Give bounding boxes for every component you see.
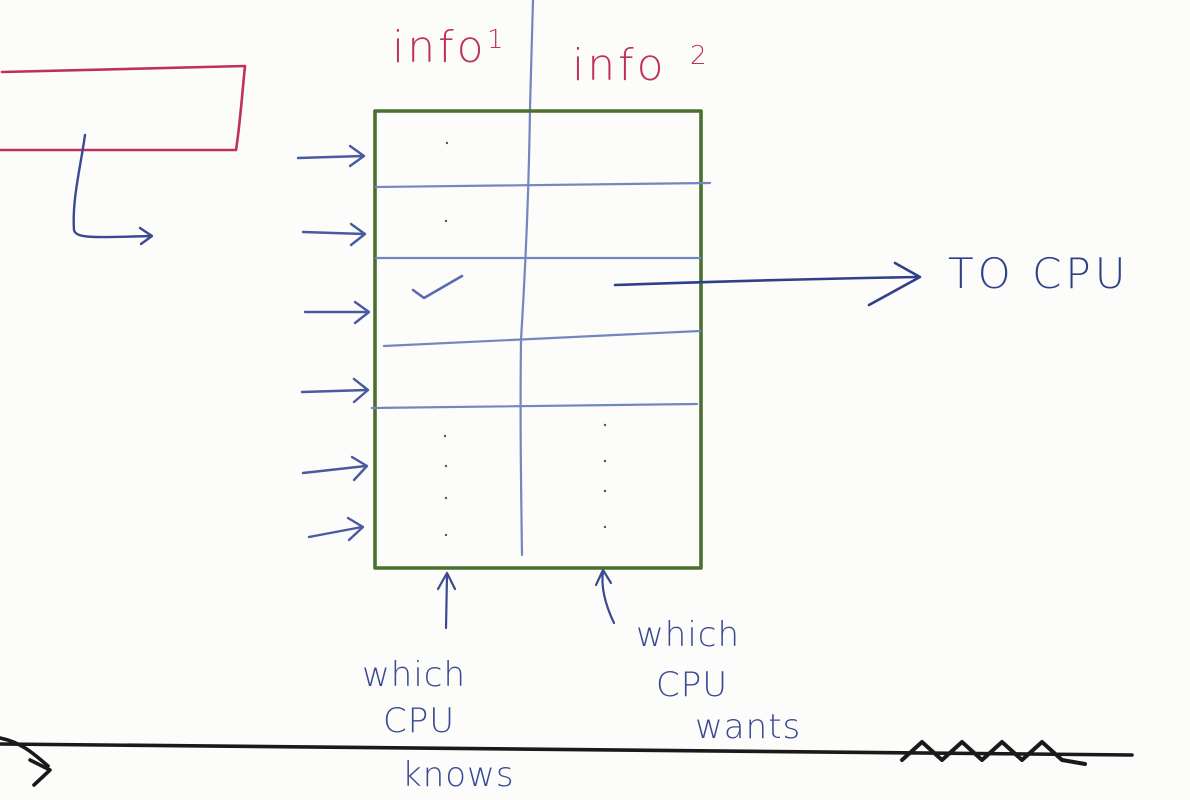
- checkmark: [411, 274, 464, 300]
- input-arrow: [296, 144, 366, 168]
- note-right-line-3: wants: [695, 707, 801, 747]
- column-header-1: info: [392, 22, 487, 73]
- red-box: [0, 64, 247, 152]
- dot: [443, 434, 447, 438]
- dot: [445, 141, 449, 145]
- input-arrow: [307, 516, 365, 542]
- dot: [603, 489, 607, 493]
- note-right-line-2: CPU: [656, 665, 728, 705]
- column-divider: [519, 0, 535, 557]
- dot: [444, 496, 448, 500]
- output-arrow-head: [867, 261, 922, 307]
- input-arrow: [301, 222, 367, 247]
- knows-arrow-head: [436, 571, 457, 591]
- output-arrow: [613, 275, 920, 287]
- dot: [444, 464, 448, 468]
- bottom-bus-line: [0, 742, 1134, 757]
- dot: [603, 423, 607, 427]
- wants-arrow: [601, 569, 616, 625]
- input-arrow: [301, 455, 369, 482]
- row-line: [374, 181, 712, 189]
- left-bus-arrow-head: [28, 758, 52, 787]
- dot: [444, 219, 448, 223]
- input-arrow: [303, 300, 371, 325]
- column-header-1-superscript: 1: [487, 25, 504, 55]
- table-border: [373, 109, 703, 570]
- dot: [603, 525, 607, 529]
- to-cpu-label: TO CPU: [948, 249, 1129, 298]
- note-left-line-3: knows: [402, 755, 515, 795]
- note-right-line-1: which: [636, 615, 740, 655]
- column-header-2-superscript: 2: [690, 41, 707, 71]
- knows-arrow: [444, 573, 449, 630]
- zigzag-signal: [900, 740, 1087, 766]
- bent-arrow: [72, 133, 152, 239]
- dot: [444, 533, 448, 537]
- column-header-2: info: [572, 40, 667, 91]
- bent-arrow-head: [138, 226, 154, 246]
- dot: [603, 459, 607, 463]
- input-arrow: [300, 377, 370, 404]
- note-left-line-1: which: [362, 655, 466, 695]
- row-line: [370, 402, 699, 410]
- note-left-line-2: CPU: [383, 701, 455, 741]
- left-bus-arrow: [0, 736, 50, 768]
- row-line: [382, 329, 702, 348]
- wants-arrow-head: [594, 568, 613, 587]
